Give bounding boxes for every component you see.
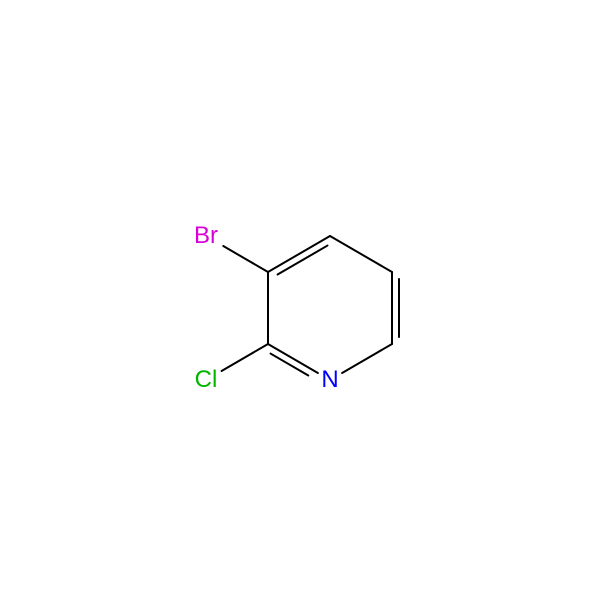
nitrogen-label: N xyxy=(321,368,338,392)
molecule-svg xyxy=(0,0,600,600)
molecule-canvas: N Cl Br xyxy=(0,0,600,600)
chlorine-label: Cl xyxy=(195,368,218,392)
bromine-label: Br xyxy=(194,224,218,248)
